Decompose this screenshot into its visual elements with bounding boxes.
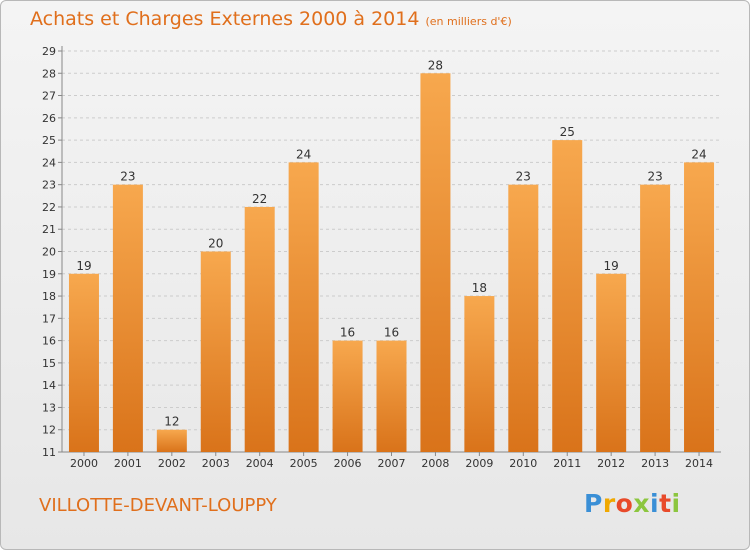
- x-tick-label-2007: 2007: [378, 457, 406, 470]
- y-tick-label: 19: [42, 268, 56, 281]
- y-tick-label: 11: [42, 446, 56, 459]
- logo-letter: r: [602, 489, 616, 518]
- data-label-2001: 23: [120, 170, 135, 184]
- y-tick-label: 14: [42, 379, 56, 392]
- y-tick-label: 26: [42, 112, 56, 125]
- x-tick-label-2004: 2004: [246, 457, 274, 470]
- bar-2000: [68, 273, 99, 452]
- y-tick-label: 29: [42, 45, 56, 58]
- y-tick-label: 20: [42, 246, 56, 259]
- data-label-2012: 19: [604, 259, 619, 273]
- data-label-2003: 20: [208, 237, 223, 251]
- bar-2002: [156, 429, 187, 452]
- chart-title: Achats et Charges Externes 2000 à 2014 (e…: [30, 8, 512, 30]
- bar-2001: [112, 184, 143, 452]
- x-tick-label-2006: 2006: [334, 457, 362, 470]
- bar-2011: [552, 140, 583, 452]
- x-tick-label-2005: 2005: [290, 457, 318, 470]
- data-label-2013: 23: [647, 170, 662, 184]
- bar-2008: [420, 73, 451, 453]
- x-tick-label-2012: 2012: [597, 457, 625, 470]
- data-label-2004: 22: [252, 192, 267, 206]
- logo-letter: x: [633, 489, 650, 518]
- bar-2010: [508, 184, 539, 452]
- y-tick-label: 15: [42, 357, 56, 370]
- x-tick-label-2000: 2000: [70, 457, 98, 470]
- logo-letter: i: [671, 489, 681, 518]
- y-tick-label: 23: [42, 179, 56, 192]
- y-tick-label: 28: [42, 67, 56, 80]
- bar-2013: [640, 184, 671, 452]
- data-label-2000: 19: [76, 259, 91, 273]
- logo-letter: P: [584, 489, 603, 518]
- data-label-2006: 16: [340, 326, 355, 340]
- x-tick-label-2011: 2011: [553, 457, 581, 470]
- y-tick-label: 24: [42, 156, 56, 169]
- y-tick-label: 12: [42, 424, 56, 437]
- x-tick-label-2010: 2010: [509, 457, 537, 470]
- logo-letter: o: [615, 489, 634, 518]
- bar-2004: [244, 206, 275, 452]
- data-label-2010: 23: [516, 170, 531, 184]
- data-label-2014: 24: [691, 147, 706, 161]
- data-label-2002: 12: [164, 415, 179, 429]
- bar-2006: [332, 340, 363, 452]
- data-label-2008: 28: [428, 58, 443, 72]
- x-tick-label-2009: 2009: [465, 457, 493, 470]
- x-tick-label-2003: 2003: [202, 457, 230, 470]
- x-tick-label-2008: 2008: [421, 457, 449, 470]
- bar-2014: [684, 162, 715, 452]
- y-tick-label: 18: [42, 290, 56, 303]
- data-label-2005: 24: [296, 147, 311, 161]
- chart-title-text: Achats et Charges Externes 2000 à 2014: [30, 8, 420, 30]
- data-labels: 19 23 12 20 22 24 16 16 28 18 23 25 19 23 24: [76, 58, 706, 428]
- x-tick-label-2013: 2013: [641, 457, 669, 470]
- data-label-2007: 16: [384, 326, 399, 340]
- x-tick-label-2001: 2001: [114, 457, 142, 470]
- y-tick-label: 22: [42, 201, 56, 214]
- logo-letter: t: [659, 489, 672, 518]
- y-tick-label: 21: [42, 223, 56, 236]
- y-tick-label: 17: [42, 312, 56, 325]
- bar-2012: [596, 273, 627, 452]
- commune-name: VILLOTTE-DEVANT-LOUPPY: [39, 495, 277, 516]
- y-tick-label: 25: [42, 134, 56, 147]
- x-tick-label-2014: 2014: [685, 457, 713, 470]
- proxiti-logo: Proxiti: [584, 489, 681, 518]
- bar-2005: [288, 162, 319, 452]
- chart-subtitle: (en milliers d'€): [425, 15, 512, 28]
- y-tick-label: 16: [42, 335, 56, 348]
- x-tick-label-2002: 2002: [158, 457, 186, 470]
- y-tick-label: 27: [42, 90, 56, 103]
- data-label-2011: 25: [560, 125, 575, 139]
- bar-2009: [464, 296, 495, 452]
- bars: [68, 73, 715, 453]
- bar-2007: [376, 340, 407, 452]
- data-label-2009: 18: [472, 281, 487, 295]
- bar-2003: [200, 251, 231, 452]
- logo-letter: i: [650, 489, 660, 518]
- y-tick-label: 13: [42, 401, 56, 414]
- axes: 11 12 13 14 15 16 17 18 19 20 21 22 23 24 25 26 27 28 29 20…: [42, 45, 721, 470]
